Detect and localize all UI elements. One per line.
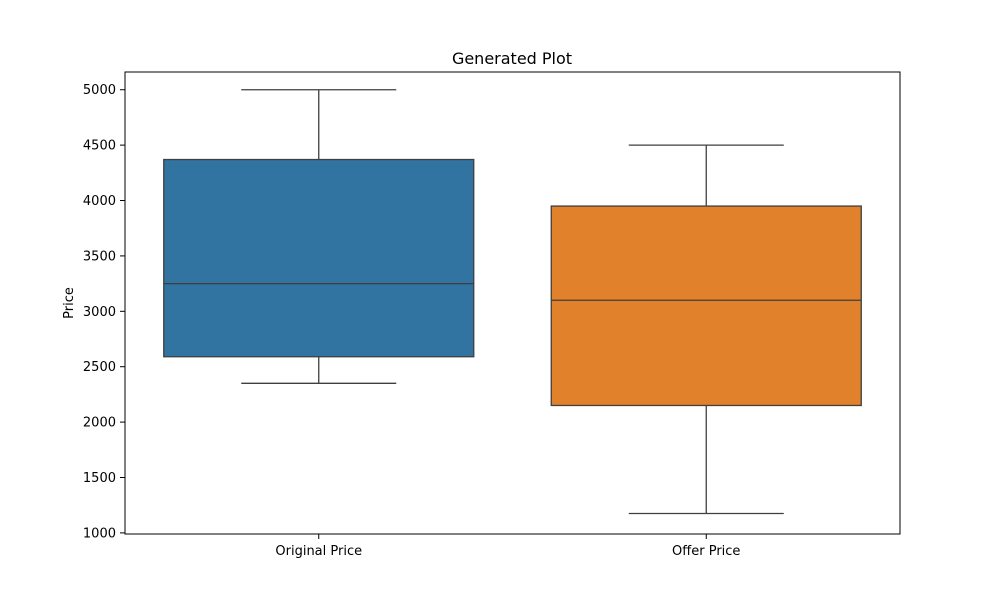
x-tick-label: Offer Price xyxy=(672,544,740,559)
boxes-layer xyxy=(163,89,862,515)
y-tick-label: 1500 xyxy=(83,471,116,486)
y-tick-label: 4500 xyxy=(83,139,116,154)
y-axis-title: Price xyxy=(62,287,77,319)
box-series xyxy=(550,144,862,515)
y-axis: 1000 1500 2000 2500 3000 3500 4000 4500 5000 xyxy=(83,83,125,541)
y-tick-label: 5000 xyxy=(83,83,116,98)
iqr-box xyxy=(163,158,475,358)
y-tick-label: 4000 xyxy=(83,194,116,209)
iqr-box xyxy=(550,205,862,407)
y-tick-label: 2500 xyxy=(83,360,116,375)
chart-title: Generated Plot xyxy=(452,49,572,68)
y-tick-label: 2000 xyxy=(83,416,116,431)
y-tick-label: 1000 xyxy=(83,526,116,541)
box-series xyxy=(163,89,475,384)
x-tick-label: Original Price xyxy=(275,544,362,559)
y-tick-label: 3500 xyxy=(83,249,116,264)
plot-frame xyxy=(124,71,901,535)
x-axis: Original Price Offer Price xyxy=(275,534,740,559)
y-tick-label: 3000 xyxy=(83,305,116,320)
